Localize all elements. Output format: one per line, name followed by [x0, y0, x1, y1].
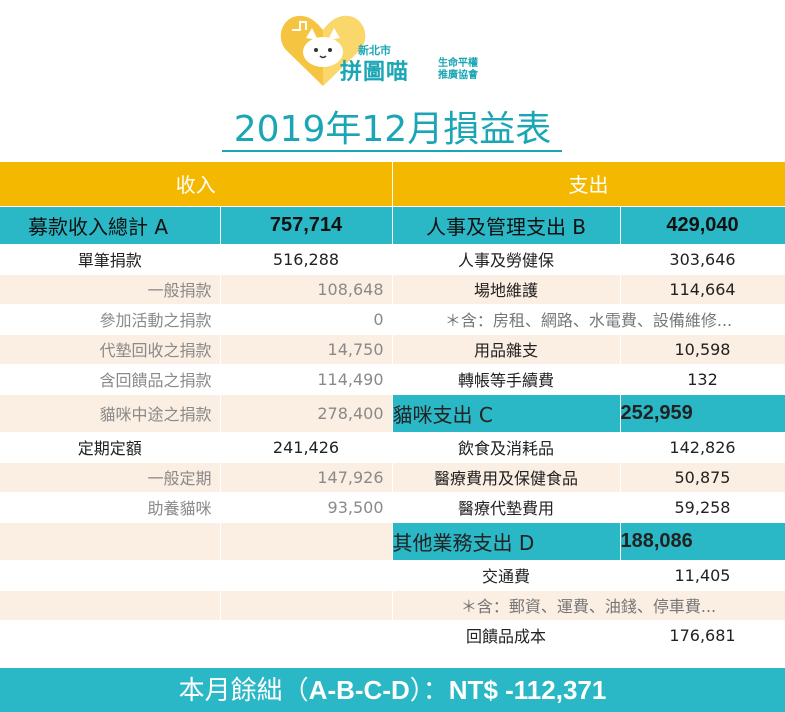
- income-item-label: 定期定額: [0, 432, 221, 463]
- income-item-value: [220, 620, 393, 651]
- table-row: 其他業務支出 D 188,086: [0, 522, 785, 561]
- expense-item-value: 11,405: [620, 560, 785, 591]
- table-header: 收入 支出: [0, 162, 785, 207]
- income-item-label: 單筆捐款: [0, 244, 221, 275]
- income-item-label: 貓咪中途之捐款: [0, 394, 221, 433]
- expense-item-label: 場地維護: [392, 274, 621, 305]
- table-row: 交通費 11,405: [0, 560, 785, 591]
- income-item-value: 0: [220, 304, 393, 335]
- income-item-value: [220, 522, 393, 561]
- income-item-label: 一般捐款: [0, 274, 221, 305]
- income-item-label: 含回饋品之捐款: [0, 364, 221, 395]
- logo-subtitle-line2: 推廣協會: [438, 70, 478, 81]
- income-item-label: [0, 590, 221, 621]
- expense-item-value: 10,598: [620, 334, 785, 365]
- table-row: 貓咪中途之捐款 278,400 貓咪支出 C 252,959: [0, 394, 785, 433]
- income-item-label: 代墊回收之捐款: [0, 334, 221, 365]
- monthly-balance: 本月餘絀（A-B-C-D）：NT$ -112,371: [0, 668, 785, 712]
- logo-subtitle: 生命平權 推廣協會: [438, 58, 478, 82]
- logo-city: 新北市: [358, 44, 391, 57]
- income-item-value: [220, 560, 393, 591]
- expense-category-value: 429,040: [620, 206, 785, 245]
- expense-category-label: 貓咪支出 C: [392, 394, 621, 433]
- association-logo: 新北市 拼圖喵 生命平權 推廣協會: [278, 8, 518, 90]
- balance-close: ）：: [409, 676, 449, 706]
- expense-item-label: 飲食及消耗品: [392, 432, 621, 463]
- expense-note: ＊含：房租、網路、水電費、設備維修...: [392, 304, 785, 335]
- table-row: 代墊回收之捐款 14,750 用品雜支 10,598: [0, 334, 785, 365]
- income-item-value: 516,288: [220, 244, 393, 275]
- expense-item-label: 轉帳等手續費: [392, 364, 621, 395]
- income-item-label: 一般定期: [0, 462, 221, 493]
- table-row: ＊含：郵資、運費、油錢、停車費...: [0, 590, 785, 621]
- income-item-value: 147,926: [220, 462, 393, 493]
- income-item-label: 參加活動之捐款: [0, 304, 221, 335]
- expense-item-value: 114,664: [620, 274, 785, 305]
- table-row: 參加活動之捐款 0 ＊含：房租、網路、水電費、設備維修...: [0, 304, 785, 335]
- expense-category-value: 252,959: [620, 394, 785, 433]
- expense-item-label: 回饋品成本: [392, 620, 621, 651]
- table-row: 回饋品成本 176,681: [0, 620, 785, 651]
- expense-item-label: 醫療費用及保健食品: [392, 462, 621, 493]
- income-item-value: 14,750: [220, 334, 393, 365]
- puzzle-cat-heart-icon: [280, 15, 366, 87]
- income-item-label: [0, 522, 221, 561]
- balance-formula: A-B-C-D: [308, 675, 410, 705]
- expense-category-label: 人事及管理支出 B: [392, 206, 621, 245]
- expense-item-value: 59,258: [620, 492, 785, 523]
- income-item-label: 助養貓咪: [0, 492, 221, 523]
- balance-total: NT$ -112,371: [448, 675, 607, 705]
- expense-item-label: 交通費: [392, 560, 621, 591]
- income-item-label: [0, 560, 221, 591]
- logo-subtitle-line1: 生命平權: [438, 58, 478, 69]
- income-item-label: [0, 620, 221, 651]
- expense-item-value: 50,875: [620, 462, 785, 493]
- table-row: 助養貓咪 93,500 醫療代墊費用 59,258: [0, 492, 785, 523]
- logo-name: 拼圖喵: [340, 60, 410, 85]
- expense-note: ＊含：郵資、運費、油錢、停車費...: [392, 590, 785, 621]
- expense-item-value: 176,681: [620, 620, 785, 651]
- expense-item-value: 132: [620, 364, 785, 395]
- table-row: 定期定額 241,426 飲食及消耗品 142,826: [0, 432, 785, 463]
- income-item-value: 241,426: [220, 432, 393, 463]
- income-category-value: 757,714: [220, 206, 393, 245]
- income-item-value: 108,648: [220, 274, 393, 305]
- expense-item-value: 142,826: [620, 432, 785, 463]
- table-row: 含回饋品之捐款 114,490 轉帳等手續費 132: [0, 364, 785, 395]
- balance-label: 本月餘絀（: [178, 676, 309, 706]
- expense-category-value: 188,086: [620, 522, 785, 561]
- income-statement-table: 收入 支出 募款收入總計 A 757,714 人事及管理支出 B 429,040 單筆捐…: [0, 162, 785, 651]
- expense-item-label: 醫療代墊費用: [392, 492, 621, 523]
- table-row: 一般捐款 108,648 場地維護 114,664: [0, 274, 785, 305]
- income-header: 收入: [0, 162, 393, 207]
- income-item-value: 93,500: [220, 492, 393, 523]
- table-row: 一般定期 147,926 醫療費用及保健食品 50,875: [0, 462, 785, 493]
- income-item-value: [220, 590, 393, 621]
- page-title: 2019年12月損益表: [233, 109, 552, 150]
- income-item-value: 114,490: [220, 364, 393, 395]
- income-item-value: 278,400: [220, 394, 393, 433]
- income-category-label: 募款收入總計 A: [0, 206, 221, 245]
- table-row: 單筆捐款 516,288 人事及勞健保 303,646: [0, 244, 785, 275]
- expense-category-label: 其他業務支出 D: [392, 522, 621, 561]
- expense-header: 支出: [392, 162, 785, 207]
- expense-item-value: 303,646: [620, 244, 785, 275]
- expense-item-label: 人事及勞健保: [392, 244, 621, 275]
- title-underline: [222, 150, 562, 152]
- expense-item-label: 用品雜支: [392, 334, 621, 365]
- table-row: 募款收入總計 A 757,714 人事及管理支出 B 429,040: [0, 206, 785, 245]
